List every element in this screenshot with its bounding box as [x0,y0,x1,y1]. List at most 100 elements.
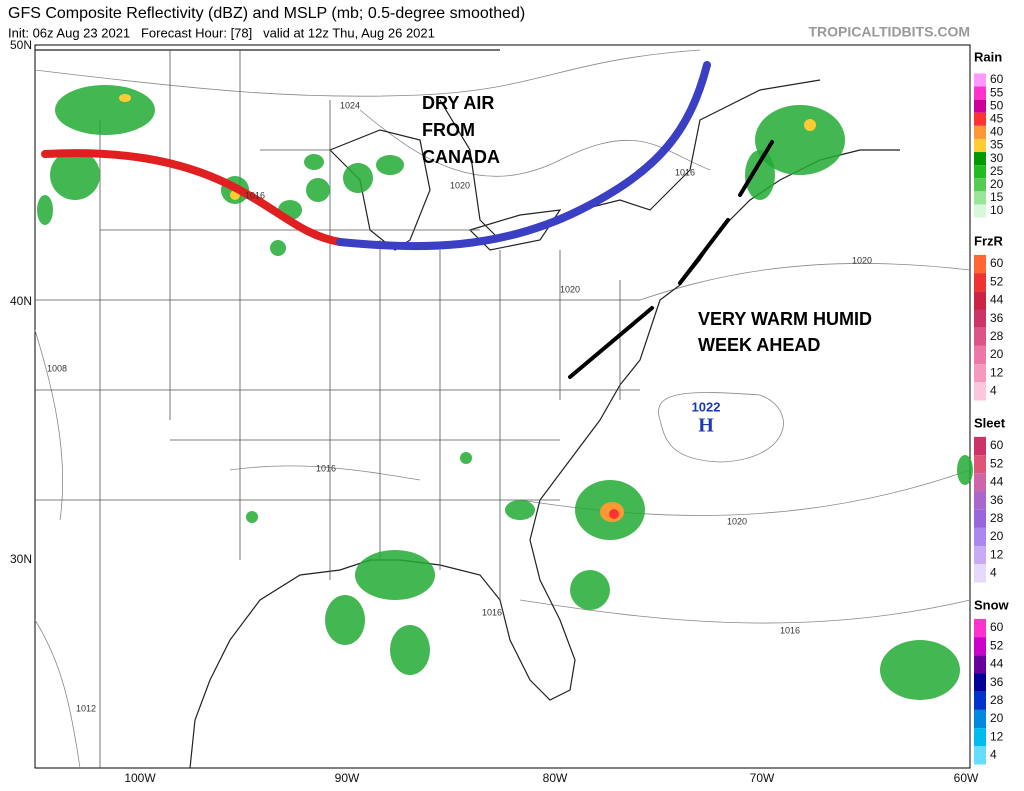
legend-label: 12 [990,365,1004,379]
legend-swatch [974,112,986,126]
legend-swatch [974,618,986,638]
legend-swatch [974,546,986,565]
coastline [189,284,681,769]
legend-label: 20 [990,529,1004,543]
legend-label: 55 [990,85,1004,99]
border [439,79,821,241]
legend-swatch [974,327,986,346]
legend-swatch [974,527,986,547]
legend-swatch [974,273,986,292]
legend-label: 44 [990,475,1004,489]
legend-swatch [974,746,986,765]
isobar [34,329,64,521]
legend-swatch [974,655,986,674]
high-pressure: 1022 [692,399,721,414]
isobar [658,392,784,463]
legend-label: 52 [990,638,1004,652]
legend-swatch [974,509,986,528]
lat-label: 30N [10,552,32,566]
legend-label: 20 [990,711,1004,725]
isobar [229,465,421,481]
legend-label: 36 [990,311,1004,325]
legend-label: 12 [990,547,1004,561]
lat-label: 40N [10,294,32,308]
legend-label: 4 [990,566,997,580]
legend-swatch [974,709,986,729]
lake [328,129,431,251]
legend-label: 10 [990,203,1004,217]
lon-label: 60W [954,771,979,785]
legend-label: 50 [990,98,1004,112]
legends: Rain6055504540353025201510FrzR6052443628… [974,49,1010,765]
legend-swatch [974,309,986,328]
high-letter: H [698,415,714,437]
title: GFS Composite Reflectivity (dBZ) and MSL… [8,5,525,22]
isobar [34,49,701,97]
legend-label: 28 [990,511,1004,525]
subtitle: Init: 06z Aug 23 2021 Forecast Hour: [78… [8,25,435,40]
legend-title: FrzR [974,233,1004,248]
annotation: FROM [422,120,475,140]
legend-label: 52 [990,456,1004,470]
isobar-label: 1020 [852,255,872,265]
isobar-label: 1016 [675,167,695,177]
annotation: WEEK AHEAD [698,335,820,355]
lon-label: 70W [750,771,775,785]
legend-swatch [974,152,986,166]
legend-label: 45 [990,111,1004,125]
legend-swatch [974,691,986,710]
legend-swatch [974,728,986,747]
annotation: VERY WARM HUMID [698,309,872,329]
legend-swatch [974,382,986,401]
precipitation [37,85,973,700]
legend-swatch [974,125,986,139]
legend-label: 28 [990,693,1004,707]
legend-label: 35 [990,138,1004,152]
legend-swatch [974,291,986,310]
map-area [34,44,973,769]
legend-swatch [974,86,986,100]
lon-label: 100W [124,771,156,785]
legend-swatch [974,138,986,153]
legend-swatch [974,436,986,456]
isobar [34,619,81,769]
legend-label: 4 [990,748,997,762]
warm-front [41,149,344,246]
isobar-label: 1008 [47,363,67,373]
legend-label: 36 [990,493,1004,507]
legend-label: 4 [990,384,997,398]
legend-swatch [974,178,986,192]
legend-label: 15 [990,190,1004,204]
legend-swatch [974,491,986,510]
legend-swatch [974,345,986,365]
legend-swatch [974,673,986,692]
isobar-label: 1016 [482,607,502,617]
legend-label: 52 [990,274,1004,288]
legend-label: 36 [990,675,1004,689]
legend-label: 20 [990,177,1004,191]
legend-label: 60 [990,256,1004,270]
legend-title: Sleet [974,415,1006,430]
lat-label: 50N [10,38,32,52]
isobar [519,599,971,624]
isobar-label: 1020 [727,516,747,526]
legend-swatch [974,191,986,205]
legend-title: Snow [974,597,1010,612]
isobar-label: 1016 [780,625,800,635]
state-borders [35,50,640,768]
legend-label: 25 [990,164,1004,178]
legend-swatch [974,473,986,492]
legend-title: Rain [974,49,1002,64]
isobar-label: 1012 [76,703,96,713]
lon-label: 80W [543,771,568,785]
legend-label: 44 [990,657,1004,671]
legend-label: 40 [990,125,1004,139]
legend-swatch [974,99,986,113]
isobar [639,263,971,301]
legend-label: 60 [990,620,1004,634]
isobar-label: 1020 [560,284,580,294]
legend-swatch [974,73,986,87]
legend-label: 44 [990,293,1004,307]
legend-label: 20 [990,347,1004,361]
